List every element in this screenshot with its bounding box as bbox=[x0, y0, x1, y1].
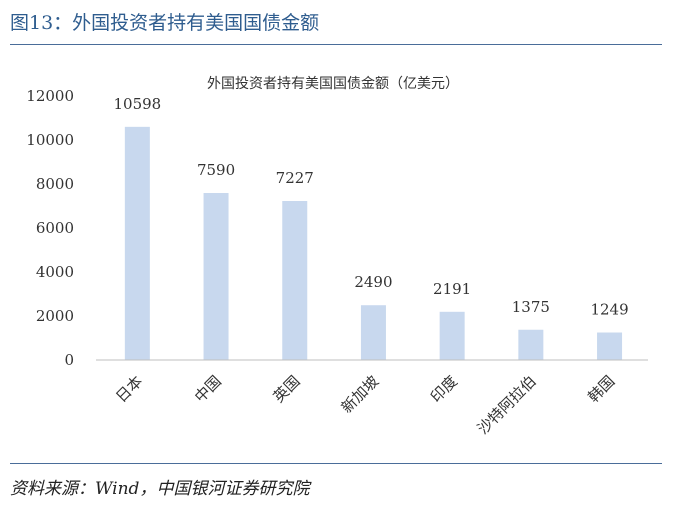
y-tick-label: 12000 bbox=[26, 87, 74, 105]
bar-7 bbox=[597, 332, 623, 360]
data-label: 2191 bbox=[433, 280, 471, 298]
x-axis: 日本 中国 英国 新加坡 印度 沙特阿拉伯 韩国 bbox=[96, 359, 648, 438]
bar-2 bbox=[203, 193, 229, 360]
y-tick-label: 0 bbox=[64, 351, 74, 369]
bar-4 bbox=[360, 305, 386, 360]
bottom-divider bbox=[10, 463, 662, 464]
bar-5 bbox=[439, 311, 465, 360]
bar-1 bbox=[124, 126, 150, 361]
x-tick-label: 英国 bbox=[270, 372, 304, 406]
bar-chart: 外国投资者持有美国国债金额（亿美元） 0 2000 4000 6000 8000 1000… bbox=[26, 76, 648, 438]
y-tick-label: 2000 bbox=[36, 307, 74, 325]
y-axis: 0 2000 4000 6000 8000 10000 12000 bbox=[26, 87, 74, 369]
x-tick-label: 沙特阿拉伯 bbox=[474, 372, 540, 438]
x-tick-label: 印度 bbox=[427, 372, 461, 406]
x-tick-label: 新加坡 bbox=[338, 372, 383, 417]
y-tick-label: 8000 bbox=[36, 175, 74, 193]
top-divider bbox=[10, 44, 662, 45]
x-tick-label: 中国 bbox=[191, 372, 225, 406]
data-labels: 10598 7590 7227 2490 2191 1375 1249 bbox=[113, 95, 628, 319]
y-tick-label: 10000 bbox=[26, 131, 74, 149]
bar-6 bbox=[518, 329, 544, 360]
bar-3 bbox=[282, 201, 308, 360]
figure-title: 图13：外国投资者持有美国国债金额 bbox=[10, 12, 320, 34]
y-tick-label: 4000 bbox=[36, 263, 74, 281]
source-note: 资料来源：Wind，中国银河证券研究院 bbox=[10, 479, 310, 499]
data-label: 10598 bbox=[113, 95, 161, 113]
x-tick-label: 韩国 bbox=[584, 372, 618, 406]
data-label: 7227 bbox=[276, 169, 314, 187]
data-label: 1249 bbox=[590, 301, 628, 319]
x-tick-label: 日本 bbox=[112, 372, 146, 406]
data-label: 1375 bbox=[512, 298, 550, 316]
chart-title: 外国投资者持有美国国债金额（亿美元） bbox=[207, 76, 459, 92]
data-label: 7590 bbox=[197, 161, 235, 179]
y-tick-label: 6000 bbox=[36, 219, 74, 237]
data-label: 2490 bbox=[354, 273, 392, 291]
bars bbox=[124, 126, 623, 361]
